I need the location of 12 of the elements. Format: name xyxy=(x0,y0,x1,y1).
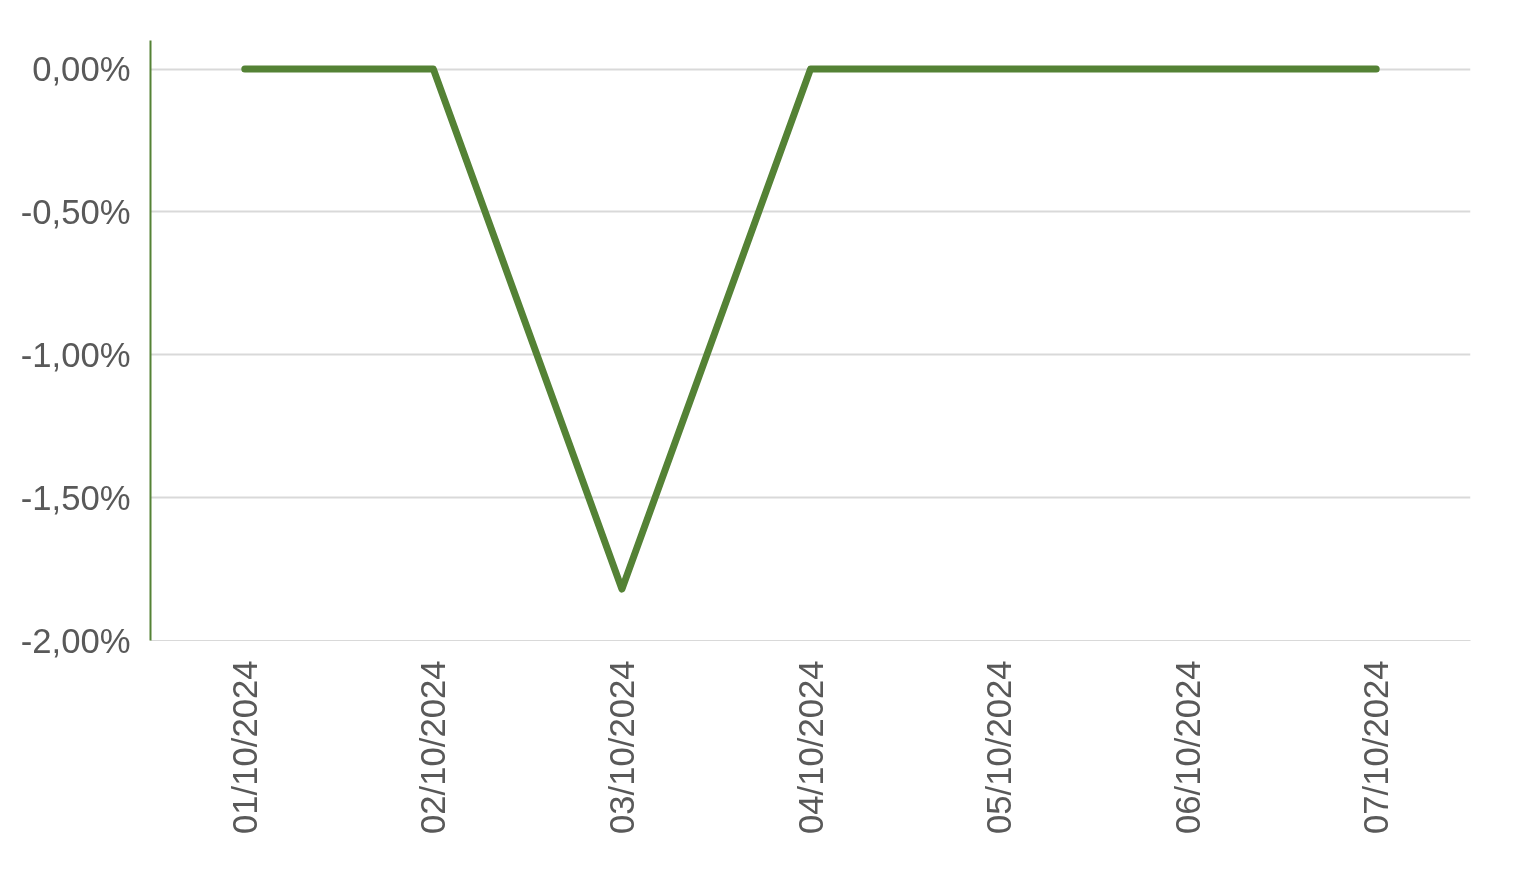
x-tick-label: 06/10/2024 xyxy=(1168,660,1207,834)
y-tick-label: -2,00% xyxy=(20,621,131,660)
x-tick-label: 03/10/2024 xyxy=(602,660,641,834)
x-tick-label: 07/10/2024 xyxy=(1357,660,1396,834)
y-tick-label: 0,00% xyxy=(32,50,131,89)
y-tick-label: -1,50% xyxy=(20,478,131,517)
x-tick-label: 04/10/2024 xyxy=(791,660,830,834)
x-tick-label: 01/10/2024 xyxy=(225,660,264,834)
x-tick-label: 02/10/2024 xyxy=(414,660,453,834)
y-tick-label: -1,00% xyxy=(20,335,131,374)
y-tick-label: -0,50% xyxy=(20,192,131,231)
x-tick-label: 05/10/2024 xyxy=(980,660,1019,834)
